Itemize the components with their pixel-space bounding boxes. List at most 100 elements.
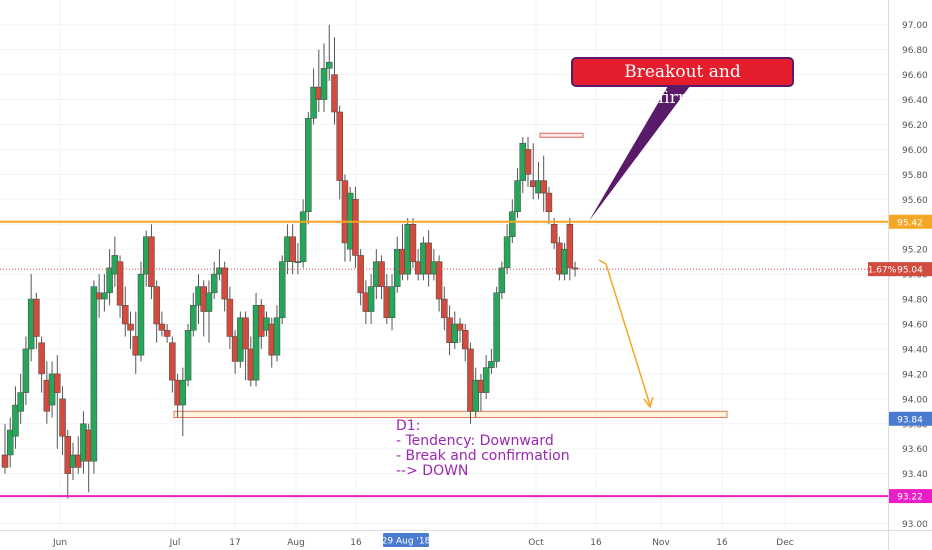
candle-up — [184, 329, 192, 381]
support-zone-box — [173, 410, 728, 419]
overlays-layer — [0, 86, 888, 498]
candle-down — [336, 111, 343, 181]
candle-down — [441, 298, 448, 319]
d1-analysis-note: D1: - Tendency: Downward - Break and con… — [396, 418, 570, 479]
candle-down — [550, 224, 558, 244]
candle-down — [456, 323, 464, 331]
support-line-price-label-box — [889, 489, 932, 504]
candle-down — [242, 317, 249, 350]
candle-down — [1, 454, 9, 468]
y-axis: 93.0093.2093.4093.6093.8094.0094.2094.40… — [868, 0, 932, 550]
top-marker-box — [539, 132, 584, 138]
candle-up — [90, 286, 98, 462]
candle-up — [326, 61, 333, 69]
candle-up — [273, 317, 281, 356]
candle-up — [320, 68, 328, 100]
candle-up — [210, 273, 218, 294]
candle-up — [137, 273, 145, 356]
support-line-price-label: 93.22 — [897, 493, 923, 503]
candle-up — [388, 286, 396, 319]
candle-down — [59, 398, 66, 437]
crosshair-date-box — [383, 533, 429, 547]
candle-up — [101, 292, 108, 300]
y-tick-label: 96.80 — [902, 46, 928, 56]
candle-down — [38, 342, 45, 375]
candles-layer — [1, 24, 579, 499]
x-tick-label: Jul — [169, 538, 181, 548]
candle-up — [482, 367, 490, 393]
candle-down — [571, 267, 579, 270]
y-tick-label: 95.20 — [902, 246, 928, 256]
candle-down — [33, 298, 40, 337]
candle-down — [163, 329, 171, 337]
candle-down — [566, 224, 574, 269]
y-tick-label: 94.20 — [902, 370, 928, 380]
candle-up — [305, 118, 312, 213]
y-tick-label: 96.60 — [902, 71, 928, 81]
candle-down — [461, 329, 469, 350]
candle-up — [472, 379, 479, 412]
y-tick-label: 95.60 — [902, 196, 928, 206]
candle-up — [310, 86, 317, 119]
x-tick-label: Jun — [52, 538, 67, 548]
y-tick-label: 96.00 — [902, 146, 928, 156]
candle-up — [488, 361, 495, 368]
candle-up — [190, 305, 197, 331]
y-tick-label: 95.80 — [902, 171, 928, 181]
y-tick-label: 94.80 — [902, 296, 928, 306]
candle-up — [252, 305, 260, 381]
resistance-price-label-box — [889, 214, 932, 229]
candle-down — [148, 236, 155, 287]
breakout-callout: Breakout and confirmation — [571, 57, 794, 108]
candle-up — [12, 404, 19, 437]
candle-up — [278, 261, 286, 319]
candle-up — [367, 286, 375, 312]
y-tick-label: 96.40 — [902, 96, 928, 106]
y-tick-label: 97.00 — [902, 21, 928, 31]
candle-down — [122, 305, 129, 325]
candle-down — [409, 224, 417, 262]
candle-down — [357, 255, 364, 294]
candle-down — [331, 74, 338, 113]
candle-down — [221, 267, 228, 300]
candle-down — [127, 323, 134, 331]
candle-down — [425, 242, 432, 275]
x-tick-label: Aug — [287, 538, 305, 548]
callout-pointer — [589, 86, 690, 221]
candle-up — [205, 292, 213, 312]
candle-up — [493, 292, 500, 362]
candle-down — [226, 298, 234, 337]
support-box-price-label: 93.84 — [897, 415, 923, 425]
candle-down — [540, 180, 547, 194]
candle-up — [498, 267, 506, 294]
candle-down — [54, 373, 61, 393]
candle-up — [503, 236, 511, 269]
candle-up — [179, 379, 187, 406]
candle-down — [352, 199, 359, 256]
candle-up — [294, 261, 302, 263]
x-tick-label: Oct — [528, 538, 544, 548]
candle-down — [545, 192, 553, 213]
x-tick-label: Dec — [776, 538, 793, 548]
x-tick-label: 17 — [229, 538, 240, 548]
candle-up — [6, 429, 14, 456]
candle-up — [451, 323, 459, 343]
candle-down — [153, 286, 160, 325]
y-tick-label: 93.00 — [902, 520, 928, 530]
candle-down — [524, 149, 532, 175]
current-price-label-box — [889, 262, 932, 277]
candle-up — [509, 211, 516, 237]
resistance-price-label: 95.42 — [897, 218, 923, 228]
projection-arrow-head — [643, 396, 654, 409]
candle-up — [299, 211, 307, 262]
candle-down — [116, 261, 124, 306]
x-tick-label: 16 — [350, 538, 362, 548]
y-tick-label: 94.40 — [902, 345, 928, 355]
projection-arrow-line — [598, 259, 651, 406]
candle-down — [169, 342, 176, 381]
x-tick-label: 16 — [716, 538, 728, 548]
y-tick-label: 93.60 — [902, 445, 928, 455]
x-tick-label: Nov — [652, 538, 670, 548]
y-tick-label: 94.00 — [902, 395, 928, 405]
